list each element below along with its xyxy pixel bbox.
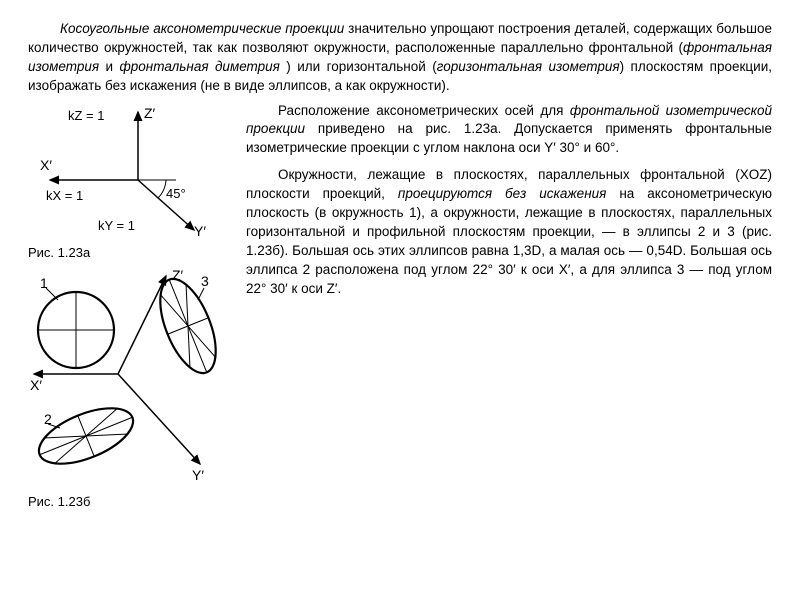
text-column: Расположение аксонометрических осей для … xyxy=(246,102,772,515)
z-axis-label: Z′ xyxy=(172,267,184,283)
kz-label: kZ = 1 xyxy=(68,108,105,123)
z-axis-label: Z′ xyxy=(144,105,156,121)
paragraph-2: Расположение аксонометрических осей для … xyxy=(246,102,772,159)
diagrams-column: kZ = 1 Z′ X′ kX = 1 45° kY = 1 Y′ Рис. 1… xyxy=(28,102,238,515)
label-3: 3 xyxy=(201,273,209,289)
x-axis-label: X′ xyxy=(30,377,42,393)
intro-paragraph: Косоугольные аксонометрические проекции … xyxy=(28,20,772,96)
diagram-1-23b: 1 3 2 Z′ X′ Y′ xyxy=(28,266,238,491)
caption-a: Рис. 1.23а xyxy=(28,244,238,262)
ellipses-diagram-b: 1 3 2 Z′ X′ Y′ xyxy=(28,266,238,484)
seg: приведено на рис. 1.23а. Допускается при… xyxy=(246,121,772,155)
it: проецируются без искажения xyxy=(398,186,606,201)
seg: на аксонометрическую плоскость (в окружн… xyxy=(246,186,772,295)
two-column-region: kZ = 1 Z′ X′ kX = 1 45° kY = 1 Y′ Рис. 1… xyxy=(28,102,772,515)
axes-diagram-a: kZ = 1 Z′ X′ kX = 1 45° kY = 1 Y′ xyxy=(28,102,238,242)
x-axis-label: X′ xyxy=(40,157,52,173)
it: фронтальная диметрия xyxy=(120,59,280,74)
ky-label: kY = 1 xyxy=(98,218,135,233)
seg: ) или горизонтальной ( xyxy=(280,59,437,74)
seg: и xyxy=(99,59,119,74)
caption-b: Рис. 1.23б xyxy=(28,493,238,511)
it: горизонтальная изометрия xyxy=(437,59,620,74)
angle-label: 45° xyxy=(166,186,186,201)
seg: Расположение аксонометрических осей для xyxy=(278,103,570,118)
ellipse-2 xyxy=(31,397,140,475)
kx-label: kX = 1 xyxy=(46,188,83,203)
paragraph-3: Окружности, лежащие в плоскостях, паралл… xyxy=(246,166,772,298)
y-axis-label: Y′ xyxy=(192,467,204,483)
lead-italic: Косоугольные аксонометрические проекции xyxy=(60,21,344,36)
y-axis-label: Y′ xyxy=(194,223,206,239)
circle-1 xyxy=(38,292,114,368)
diagram-1-23a: kZ = 1 Z′ X′ kX = 1 45° kY = 1 Y′ xyxy=(28,102,238,242)
